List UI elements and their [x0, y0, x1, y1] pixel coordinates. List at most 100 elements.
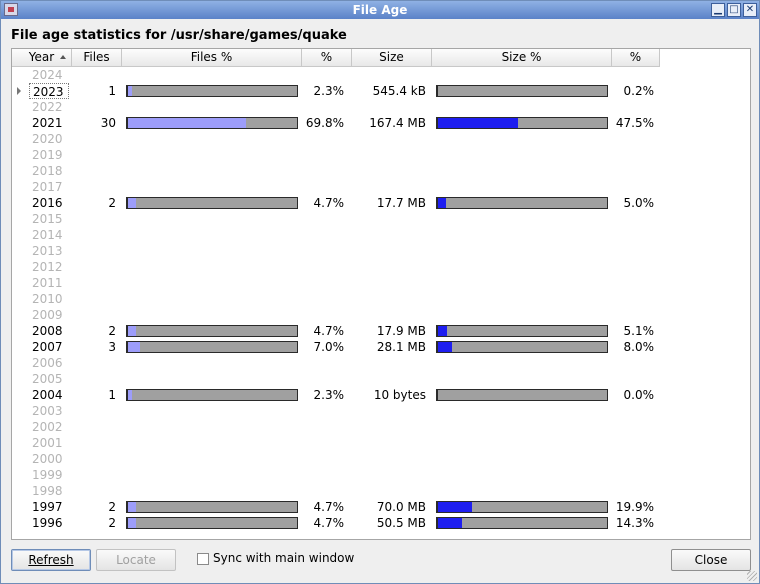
locate-button[interactable]: Locate — [96, 549, 176, 571]
table-row[interactable]: 2002 — [12, 419, 750, 435]
year-cell: 2023 — [29, 83, 69, 99]
files-count-cell: 2 — [108, 516, 116, 530]
column-header-year[interactable]: Year — [12, 49, 72, 67]
files-count-cell: 30 — [100, 116, 116, 130]
year-cell: 2003 — [32, 404, 63, 418]
files-percent-bar-fill — [128, 86, 132, 96]
file-age-table[interactable]: Year Files Files % % Size Size % % 2024 2… — [11, 48, 751, 540]
table-row[interactable]: 1996 2 4.7% 50.5 MB 14.3% — [12, 515, 750, 531]
sync-checkbox[interactable] — [197, 553, 209, 565]
files-percent-cell: 2.3% — [313, 388, 345, 402]
table-row[interactable]: 2013 — [12, 243, 750, 259]
table-row[interactable]: 2014 — [12, 227, 750, 243]
column-header-size[interactable]: Size — [352, 49, 432, 67]
maximize-icon[interactable]: □ — [727, 3, 741, 17]
files-count-cell: 2 — [108, 324, 116, 338]
size-percent-cell: 0.0% — [623, 388, 655, 402]
size-percent-bar — [436, 501, 608, 513]
year-cell: 2007 — [32, 340, 63, 354]
close-window-icon[interactable]: ✕ — [743, 3, 757, 17]
files-percent-cell: 7.0% — [313, 340, 345, 354]
size-percent-bar — [436, 517, 608, 529]
table-row[interactable]: 2004 1 2.3% 10 bytes 0.0% — [12, 387, 750, 403]
table-row[interactable]: 2000 — [12, 451, 750, 467]
column-header-size-pct-bar[interactable]: Size % — [432, 49, 612, 67]
files-percent-bar — [126, 501, 298, 513]
table-row[interactable]: 2015 — [12, 211, 750, 227]
sync-checkbox-label[interactable]: Sync with main window — [213, 551, 355, 565]
table-row[interactable]: 1999 — [12, 467, 750, 483]
year-cell: 2024 — [32, 68, 63, 82]
table-row[interactable]: 2007 3 7.0% 28.1 MB 8.0% — [12, 339, 750, 355]
table-row[interactable]: 2005 — [12, 371, 750, 387]
files-percent-cell: 4.7% — [313, 324, 345, 338]
year-cell: 2020 — [32, 132, 63, 146]
column-header-files-pct-bar[interactable]: Files % — [122, 49, 302, 67]
resize-grip[interactable] — [747, 571, 757, 581]
files-percent-bar-fill — [128, 342, 140, 352]
size-percent-bar-fill — [438, 118, 518, 128]
title-bar[interactable]: File Age ▁ □ ✕ — [1, 1, 759, 19]
files-count-cell: 1 — [108, 388, 116, 402]
size-percent-cell: 0.2% — [623, 84, 655, 98]
size-percent-bar — [436, 85, 608, 97]
table-row[interactable]: 2006 — [12, 355, 750, 371]
size-percent-bar-fill — [438, 198, 446, 208]
year-cell: 2001 — [32, 436, 63, 450]
minimize-icon[interactable]: ▁ — [711, 3, 725, 17]
size-cell: 10 bytes — [373, 388, 426, 402]
table-row[interactable]: 2022 — [12, 99, 750, 115]
table-row[interactable]: 2008 2 4.7% 17.9 MB 5.1% — [12, 323, 750, 339]
table-row[interactable]: 2011 — [12, 275, 750, 291]
table-row[interactable]: 2024 — [12, 67, 750, 83]
table-row[interactable]: 2010 — [12, 291, 750, 307]
size-percent-bar — [436, 341, 608, 353]
column-header-size-pct[interactable]: % — [612, 49, 660, 67]
size-percent-bar — [436, 197, 608, 209]
table-row[interactable]: 2003 — [12, 403, 750, 419]
files-percent-cell: 4.7% — [313, 516, 345, 530]
table-row[interactable]: 2001 — [12, 435, 750, 451]
table-row[interactable]: 2019 — [12, 147, 750, 163]
year-cell: 2022 — [32, 100, 63, 114]
size-cell: 17.9 MB — [376, 324, 426, 338]
column-header-files[interactable]: Files — [72, 49, 122, 67]
table-row[interactable]: 2012 — [12, 259, 750, 275]
table-row[interactable]: 2009 — [12, 307, 750, 323]
close-button-label: Close — [694, 553, 728, 567]
table-row[interactable]: 1998 — [12, 483, 750, 499]
year-cell: 2021 — [32, 116, 63, 130]
year-cell: 2009 — [32, 308, 63, 322]
column-header-files-pct[interactable]: % — [302, 49, 352, 67]
year-cell: 2017 — [32, 180, 63, 194]
files-percent-bar — [126, 197, 298, 209]
window-title: File Age — [352, 3, 408, 17]
table-row[interactable]: 2017 — [12, 179, 750, 195]
files-percent-bar — [126, 85, 298, 97]
year-cell: 2004 — [32, 388, 63, 402]
size-percent-bar-fill — [438, 502, 472, 512]
year-cell: 2006 — [32, 356, 63, 370]
size-percent-bar — [436, 389, 608, 401]
size-percent-bar-fill — [438, 326, 447, 336]
year-cell: 2013 — [32, 244, 63, 258]
table-row[interactable]: 2018 — [12, 163, 750, 179]
year-cell: 1998 — [32, 484, 63, 498]
table-row[interactable]: 2016 2 4.7% 17.7 MB 5.0% — [12, 195, 750, 211]
size-percent-bar — [436, 117, 608, 129]
table-row[interactable]: 2020 — [12, 131, 750, 147]
files-percent-cell: 4.7% — [313, 500, 345, 514]
refresh-button[interactable]: Refresh — [11, 549, 91, 571]
files-percent-bar-fill — [128, 118, 246, 128]
close-button[interactable]: Close — [671, 549, 751, 571]
size-cell: 70.0 MB — [376, 500, 426, 514]
table-row[interactable]: 2023 1 2.3% 545.4 kB 0.2% — [12, 83, 750, 99]
locate-button-label: Locate — [116, 553, 156, 567]
table-row[interactable]: 2021 30 69.8% 167.4 MB 47.5% — [12, 115, 750, 131]
year-cell: 2005 — [32, 372, 63, 386]
table-row[interactable]: 1997 2 4.7% 70.0 MB 19.9% — [12, 499, 750, 515]
files-percent-bar-fill — [128, 502, 136, 512]
files-percent-cell: 2.3% — [313, 84, 345, 98]
year-cell: 2016 — [32, 196, 63, 210]
